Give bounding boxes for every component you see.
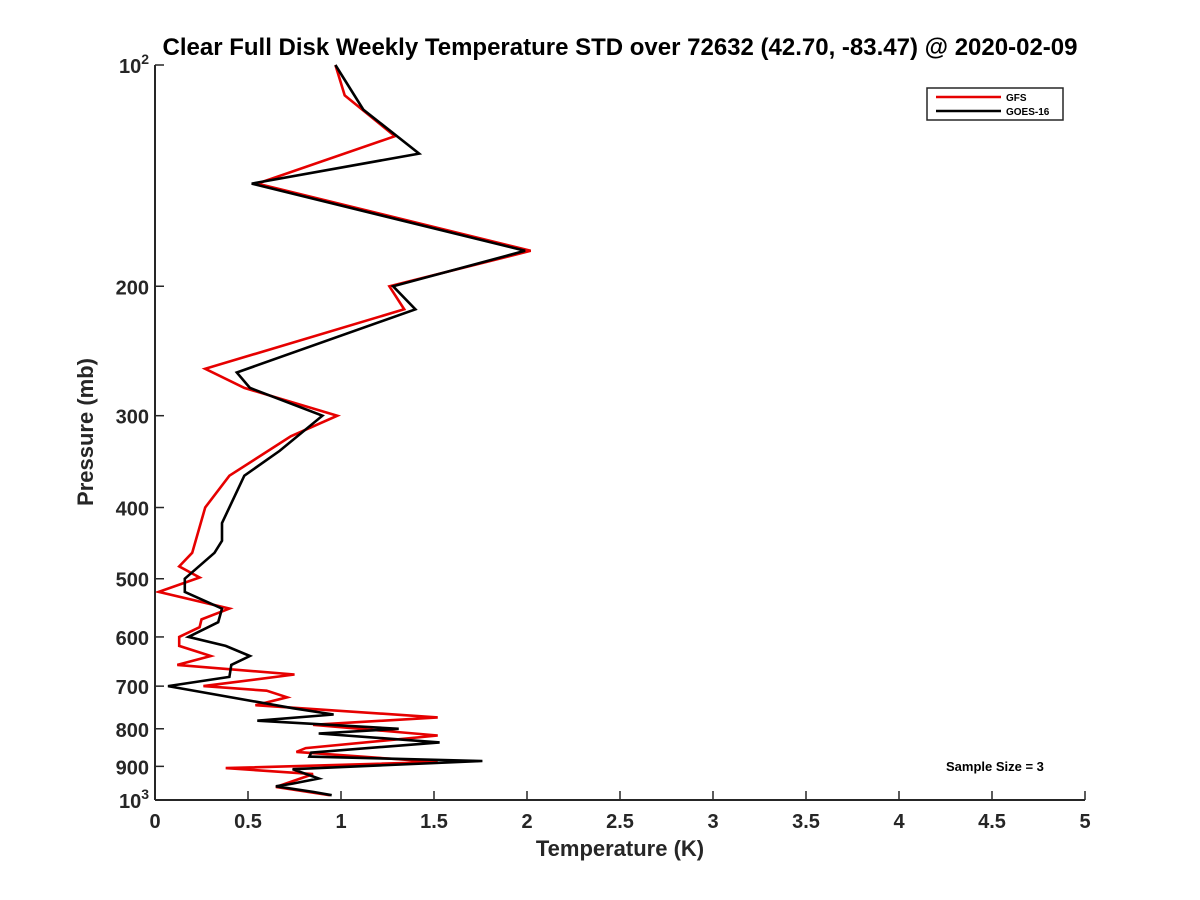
chart-title: Clear Full Disk Weekly Temperature STD o… bbox=[163, 34, 1078, 61]
x-tick-label: 0 bbox=[149, 811, 160, 833]
legend-box bbox=[926, 87, 1064, 121]
x-tick-label: 2 bbox=[521, 811, 532, 833]
y-tick-label: 400 bbox=[116, 499, 149, 521]
x-tick-label: 1 bbox=[335, 811, 346, 833]
legend-label-goes16: GOES-16 bbox=[1006, 107, 1050, 118]
y-axis-label: Pressure (mb) bbox=[73, 358, 98, 506]
sample-size-annotation: Sample Size = 3 bbox=[946, 759, 1044, 774]
plot-lines bbox=[154, 64, 532, 797]
x-tick-label: 4.5 bbox=[978, 811, 1006, 833]
x-tick-label: 4 bbox=[893, 811, 905, 833]
series-line-goes16 bbox=[167, 64, 526, 797]
y-tick-label: 900 bbox=[116, 757, 149, 779]
x-ticks: 0 0.5 1 1.5 2 2.5 3 3.5 4 4.5 5 bbox=[149, 791, 1091, 833]
x-tick-label: 3.5 bbox=[792, 811, 820, 833]
y-tick-label: 700 bbox=[116, 677, 149, 699]
y-tick-label: 103 bbox=[119, 786, 149, 813]
y-tick-label: 500 bbox=[116, 570, 149, 592]
y-ticks: 102 200 300 400 500 600 700 800 900 103 bbox=[116, 51, 164, 813]
x-tick-label: 5 bbox=[1079, 811, 1090, 833]
legend: GFS GOES-16 bbox=[926, 87, 1064, 121]
x-tick-label: 2.5 bbox=[606, 811, 634, 833]
x-tick-label: 3 bbox=[707, 811, 718, 833]
y-tick-label: 102 bbox=[119, 51, 149, 78]
x-tick-label: 1.5 bbox=[420, 811, 448, 833]
y-tick-label: 600 bbox=[116, 628, 149, 650]
legend-label-gfs: GFS bbox=[1006, 93, 1027, 104]
y-tick-label: 200 bbox=[116, 277, 149, 299]
x-tick-label: 0.5 bbox=[234, 811, 262, 833]
x-axis-label: Temperature (K) bbox=[536, 836, 704, 861]
series-line-gfs bbox=[154, 64, 532, 797]
y-tick-label: 300 bbox=[116, 407, 149, 429]
y-tick-label: 800 bbox=[116, 720, 149, 742]
